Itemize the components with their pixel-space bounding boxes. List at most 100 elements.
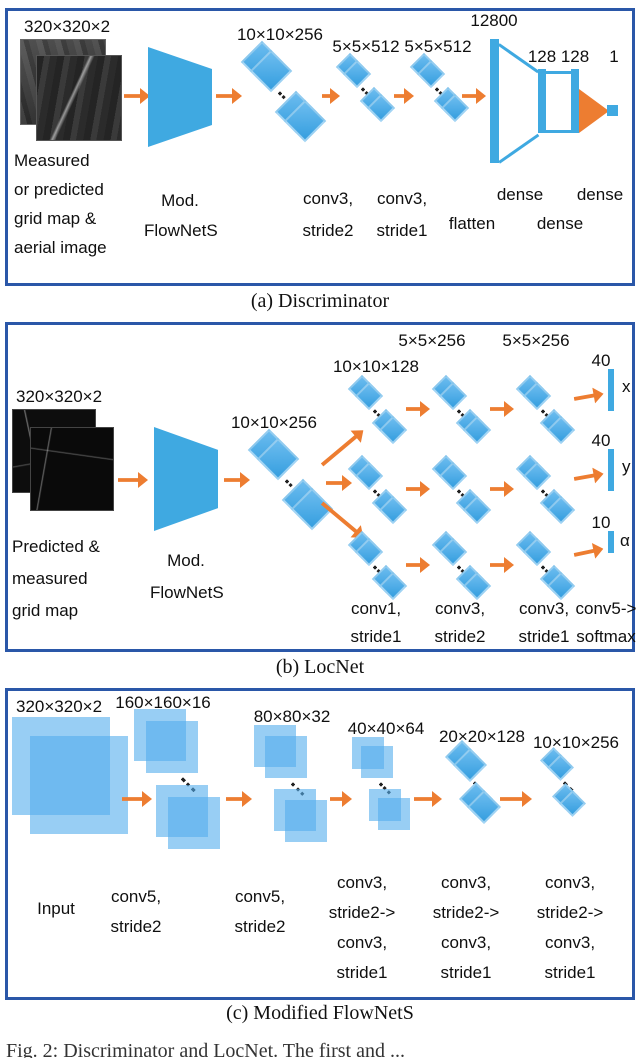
op-label: conv1, [350, 599, 402, 618]
op-label: stride1 [440, 963, 492, 982]
feature-square [30, 736, 128, 834]
stage-dims-label: 10×10×256 [532, 733, 620, 752]
op-label: conv3, [336, 933, 388, 952]
stage-dims-label: 40×40×64 [347, 719, 425, 738]
input-desc-line: grid map & [14, 209, 97, 228]
output-bar-x [608, 369, 614, 411]
op-label: stride1 [336, 963, 388, 982]
input-dims-label: 320×320×2 [24, 17, 111, 36]
output-bar-alpha [608, 531, 614, 553]
arrow [572, 541, 605, 563]
op-label: stride2 [302, 221, 354, 240]
arrow [330, 791, 352, 807]
op-label: conv3, [440, 873, 492, 892]
arrow [322, 88, 340, 104]
flatten-label: flatten [448, 214, 496, 233]
subcaption-b: (b) LocNet [275, 656, 365, 678]
op-label: conv3, [302, 189, 354, 208]
discriminator-panel: 320×320×2 Measured or predicted grid map… [5, 8, 635, 286]
op-label: conv3, [376, 189, 428, 208]
op-label: conv5, [110, 887, 162, 906]
arrow [406, 481, 430, 497]
op-label: stride1 [376, 221, 428, 240]
grid-map-image-front [30, 427, 114, 511]
dense-label: dense [496, 185, 544, 204]
arrow [573, 466, 605, 487]
dense-label: dense [576, 185, 624, 204]
arrow [406, 401, 430, 417]
dense-connector-line [498, 133, 540, 164]
op-label: conv3, [544, 873, 596, 892]
arrow [500, 791, 532, 807]
arrow [414, 791, 442, 807]
dense-label: dense [536, 214, 584, 233]
op-label: stride1 [350, 627, 402, 646]
feature-dims-label: 10×10×256 [236, 25, 324, 44]
input-desc-line: Measured [14, 151, 90, 170]
flatten-dims-label: 12800 [470, 11, 518, 30]
flownets-trapezoid [154, 427, 218, 531]
subcaption-c: (c) Modified FlowNetS [226, 1002, 414, 1024]
op-label: stride2 [234, 917, 286, 936]
op-label: conv3, [434, 599, 486, 618]
arrow [406, 557, 430, 573]
aerial-image-front [36, 55, 122, 141]
feature-dims-label: 5×5×512 [332, 37, 400, 56]
dense-bar [538, 69, 546, 133]
arrow [118, 472, 148, 488]
output-square [607, 105, 618, 116]
feature-square [146, 721, 198, 773]
dense-wedge [579, 89, 609, 133]
fc-dims-label: 128 [560, 47, 590, 66]
arrow [462, 88, 486, 104]
stage-dims-label: 80×80×32 [253, 707, 331, 726]
flownets-label: Mod. [167, 551, 205, 570]
dense-connector-line [546, 71, 571, 74]
feature-dims-label: 10×10×128 [332, 357, 420, 376]
output-bar-y [608, 449, 614, 491]
op-label: stride2 [434, 627, 486, 646]
arrow [490, 401, 514, 417]
op-label: conv5, [234, 887, 286, 906]
output-size-label: 10 [591, 513, 611, 532]
arrow [490, 481, 514, 497]
op-label: conv3, [336, 873, 388, 892]
arrow [224, 472, 250, 488]
fc-dims-label: 128 [527, 47, 557, 66]
op-label: stride1 [544, 963, 596, 982]
output-dims-label: 1 [609, 47, 619, 66]
input-desc-line: measured [12, 569, 88, 588]
op-label: conv5-> [575, 599, 637, 618]
feature-square [361, 746, 393, 778]
op-label: conv3, [544, 933, 596, 952]
stage-dims-label: 20×20×128 [438, 727, 526, 746]
input-desc-line: Predicted & [12, 537, 100, 556]
flownets-label: FlowNetS [144, 221, 218, 240]
input-desc-line: grid map [12, 601, 79, 620]
feature-dims-label: 5×5×256 [398, 331, 466, 350]
feature-dims-label: 5×5×512 [404, 37, 472, 56]
dense-connector-line [546, 130, 571, 133]
output-var-label: x [622, 377, 631, 396]
output-size-label: 40 [591, 351, 611, 370]
output-var-label: α [620, 531, 630, 550]
op-label: stride2-> [536, 903, 604, 922]
input-label: Input [37, 899, 75, 918]
arrow [326, 475, 352, 491]
input-desc-line: aerial image [14, 238, 107, 257]
feature-dims-label: 10×10×256 [230, 413, 318, 432]
op-label: stride2 [110, 917, 162, 936]
feature-square [378, 798, 410, 830]
stage-dims-label: 160×160×16 [115, 693, 211, 712]
input-dims-label: 320×320×2 [16, 387, 103, 406]
figure-caption-clipped: Fig. 2: Discriminator and LocNet. The fi… [6, 1040, 405, 1058]
flownets-panel: 320×320×2 160×160×16 80×80×32 40×40×64 2… [5, 688, 635, 1000]
subcaption-a: (a) Discriminator [250, 290, 390, 312]
op-label: stride1 [518, 627, 570, 646]
arrow [226, 791, 252, 807]
output-var-label: y [622, 457, 631, 476]
dense-bar [571, 69, 579, 133]
arrow [490, 557, 514, 573]
flownets-label: Mod. [161, 191, 199, 210]
